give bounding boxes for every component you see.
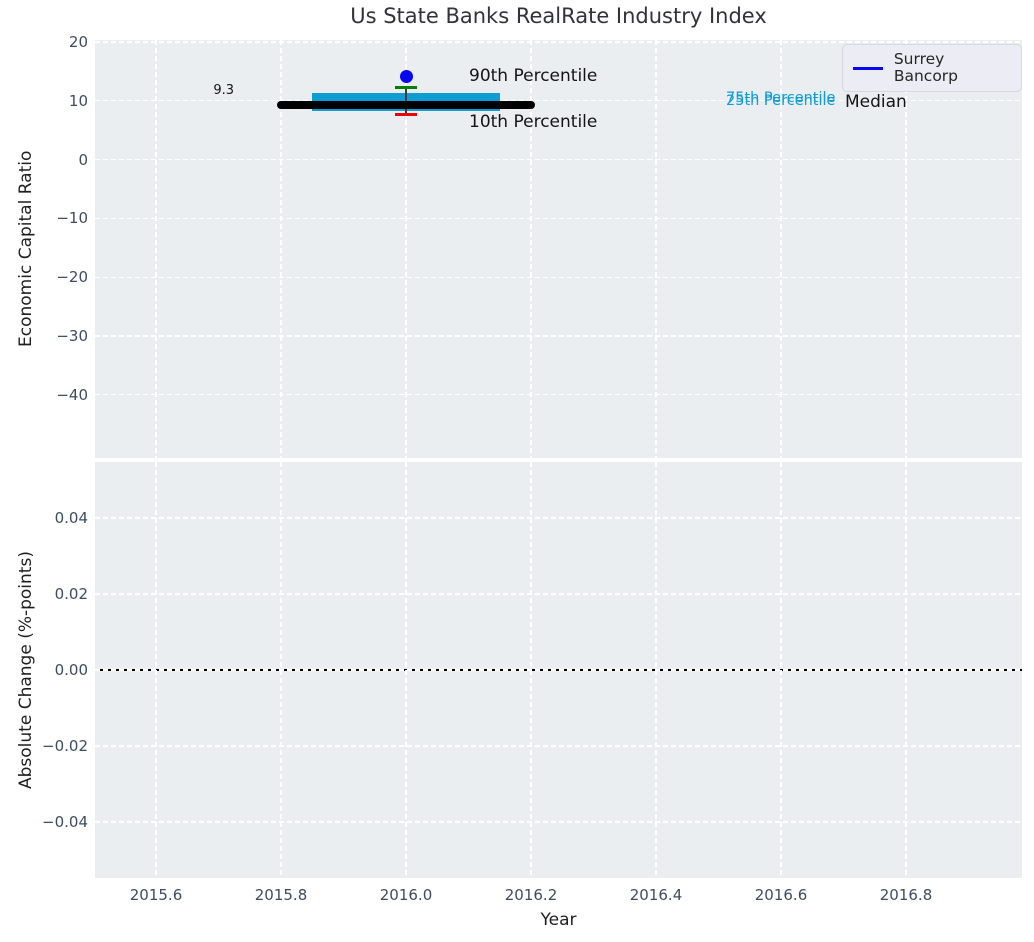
x-tick-label: 2016.4 [629,886,683,904]
chart-title: Us State Banks RealRate Industry Index [350,4,767,28]
y-gridline [95,394,1022,396]
y-tick-label: −30 [56,327,88,345]
annotation-10th-percentile: 10th Percentile [469,112,598,132]
p10-tick-mark [395,113,417,117]
y-tick-label: −40 [56,385,88,404]
y-tick-label: 20 [68,33,88,51]
y-tick-label: 0.04 [54,509,88,527]
y-gridline [95,517,1022,519]
y-tick-label: 0 [78,150,88,169]
y-gridline [95,217,1022,219]
x-tick-label: 2015.8 [254,886,308,904]
top-y-axis-label: Economic Capital Ratio [16,150,36,348]
x-axis-label: Year [540,910,577,930]
bottom-y-axis-label: Absolute Change (%-points) [16,551,36,789]
x-gridline [155,40,157,458]
median-line [277,100,535,109]
y-tick-label: −10 [56,209,88,228]
x-gridline [405,40,407,458]
x-gridline [280,40,282,458]
y-gridline [95,276,1022,278]
annotation-75th-percentile: 75th Percentile [726,90,836,106]
y-tick-label: −0.04 [42,813,88,831]
p90-tick-mark [395,85,417,89]
top-plot-area: 9.3 90th Percentile 10th Percentile 75th… [95,40,1022,458]
y-gridline [95,335,1022,337]
annotation-median: Median [845,92,907,112]
y-gridline [95,159,1022,161]
x-gridline [530,40,532,458]
annotation-25th-percentile: 25th Percentile [726,93,836,109]
y-gridline [95,41,1022,43]
x-tick-label: 2015.6 [129,886,183,904]
x-gridline [780,40,782,458]
legend-line-icon [853,66,883,70]
x-tick-label: 2016.2 [504,886,558,904]
y-tick-label: 0.02 [54,585,88,603]
y-tick-label: 0.00 [54,661,88,679]
annotation-90th-percentile: 90th Percentile [469,66,598,86]
x-tick-label: 2016.8 [879,886,933,904]
y-tick-label: −0.02 [42,737,88,755]
x-gridline [905,40,907,458]
y-gridline [95,100,1022,102]
y-gridline [95,745,1022,747]
y-tick-label: 10 [68,91,88,110]
x-tick-label: 2016.6 [754,886,808,904]
x-tick-label: 2016.0 [379,886,433,904]
legend-label: Surrey Bancorp [893,50,959,85]
y-gridline [95,593,1022,595]
y-gridline [95,821,1022,823]
legend: Surrey Bancorp [842,44,1022,92]
x-gridline [655,40,657,458]
bottom-plot-area [95,462,1022,878]
y-gridline [95,669,1022,671]
company-data-point [399,69,413,83]
annotation-median-value: 9.3 [213,83,234,98]
y-tick-label: −20 [56,268,88,287]
